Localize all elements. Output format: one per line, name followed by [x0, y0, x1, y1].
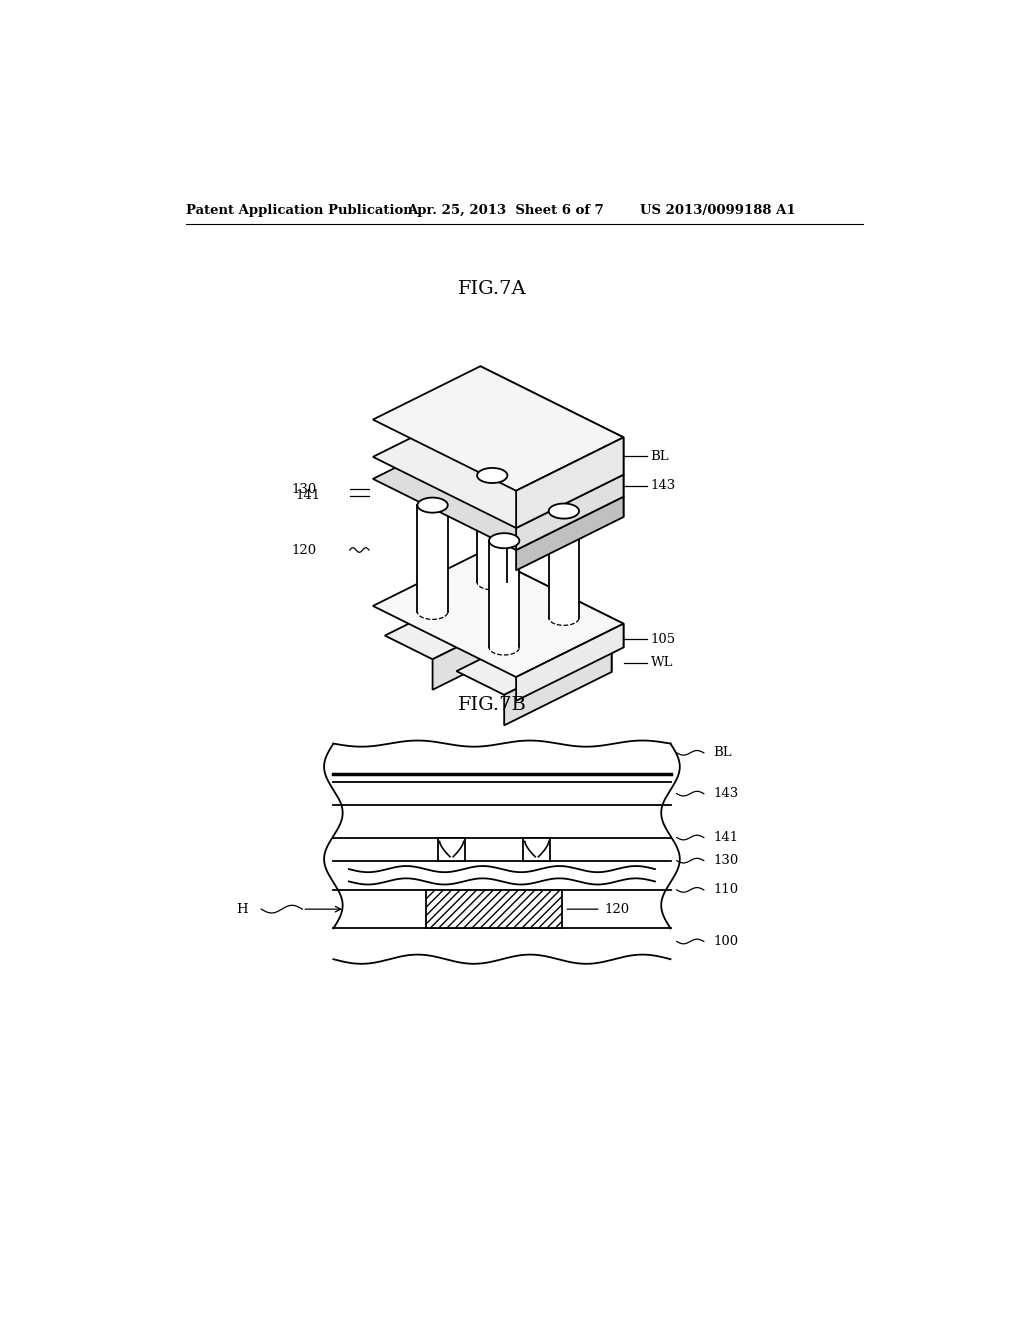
Polygon shape [516, 437, 624, 528]
Text: FIG.7B: FIG.7B [458, 696, 526, 714]
Polygon shape [480, 553, 624, 647]
Polygon shape [418, 506, 447, 612]
Polygon shape [477, 475, 508, 582]
Bar [334, 928, 671, 956]
Polygon shape [549, 511, 579, 618]
Polygon shape [477, 467, 508, 483]
Text: 143: 143 [650, 479, 676, 492]
Polygon shape [549, 503, 579, 519]
Bar [426, 890, 562, 928]
Text: Patent Application Publication: Patent Application Publication [186, 205, 413, 218]
Text: 100: 100 [713, 935, 738, 948]
Bar [438, 837, 465, 861]
Polygon shape [549, 610, 579, 626]
Polygon shape [457, 618, 611, 694]
Text: 141: 141 [713, 832, 738, 843]
Polygon shape [385, 582, 540, 659]
Polygon shape [480, 366, 624, 475]
Polygon shape [516, 496, 624, 570]
Polygon shape [418, 605, 447, 619]
Polygon shape [504, 642, 611, 726]
Polygon shape [489, 533, 519, 548]
Polygon shape [480, 425, 624, 517]
Text: 105: 105 [650, 632, 676, 645]
Text: 120: 120 [292, 544, 316, 557]
Polygon shape [373, 553, 624, 677]
Text: Apr. 25, 2013  Sheet 6 of 7: Apr. 25, 2013 Sheet 6 of 7 [407, 205, 604, 218]
Text: 120: 120 [604, 903, 630, 916]
Polygon shape [477, 574, 508, 590]
Polygon shape [373, 366, 624, 491]
Text: WL: WL [650, 656, 673, 669]
Polygon shape [493, 582, 540, 636]
Polygon shape [373, 425, 624, 550]
Polygon shape [516, 624, 624, 701]
Text: H: H [237, 903, 248, 916]
Text: 130: 130 [713, 854, 738, 867]
Polygon shape [480, 404, 624, 496]
Polygon shape [564, 618, 611, 672]
Polygon shape [516, 475, 624, 550]
Polygon shape [489, 640, 519, 655]
Polygon shape [373, 404, 624, 528]
Text: BL: BL [650, 450, 670, 462]
Text: 110: 110 [713, 883, 738, 896]
Polygon shape [489, 541, 519, 647]
Text: 130: 130 [292, 483, 316, 495]
Text: FIG.7A: FIG.7A [458, 280, 526, 298]
Text: 141: 141 [295, 490, 321, 503]
Text: US 2013/0099188 A1: US 2013/0099188 A1 [640, 205, 795, 218]
Text: BL: BL [713, 746, 732, 759]
Bar [523, 837, 550, 861]
Text: 143: 143 [713, 787, 738, 800]
Polygon shape [432, 606, 540, 690]
Polygon shape [418, 498, 447, 512]
